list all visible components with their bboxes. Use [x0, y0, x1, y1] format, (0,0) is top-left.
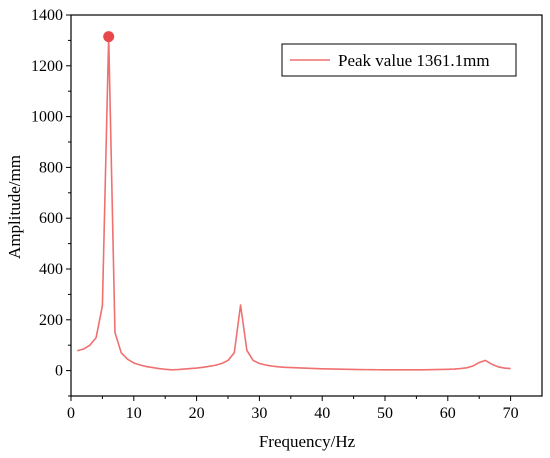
x-tick-label: 60: [440, 405, 456, 422]
y-tick-label: 400: [39, 261, 63, 278]
x-tick-label: 70: [503, 405, 519, 422]
x-tick-label: 20: [189, 405, 205, 422]
y-tick-label: 200: [39, 312, 63, 329]
x-tick-label: 10: [126, 405, 142, 422]
series-line-peak-value: [77, 35, 511, 371]
y-tick-label: 800: [39, 159, 63, 176]
y-axis-title: Amplitude/mm: [5, 155, 24, 259]
x-tick-label: 50: [377, 405, 393, 422]
x-tick-label: 30: [251, 405, 267, 422]
peak-marker-layer: [103, 31, 115, 43]
legend: Peak value 1361.1mm: [281, 43, 517, 77]
x-axis-title: Frequency/Hz: [259, 432, 356, 451]
axes: 0 10 20 30 40 50 60 70 0 200 400 600 800 1000 1200 1400: [31, 7, 543, 422]
legend-label-peak-value: Peak value 1361.1mm: [338, 51, 490, 70]
y-tick-label: 1200: [31, 58, 63, 75]
y-tick-label: 600: [39, 210, 63, 227]
series-layer: [77, 35, 511, 371]
x-tick-label: 0: [67, 405, 75, 422]
x-tick-label: 40: [314, 405, 330, 422]
peak-marker-point: [103, 31, 115, 43]
y-tick-label: 1400: [31, 7, 63, 24]
y-tick-label: 1000: [31, 109, 63, 126]
y-tick-label: 0: [55, 363, 63, 380]
plot-frame: [70, 14, 543, 397]
